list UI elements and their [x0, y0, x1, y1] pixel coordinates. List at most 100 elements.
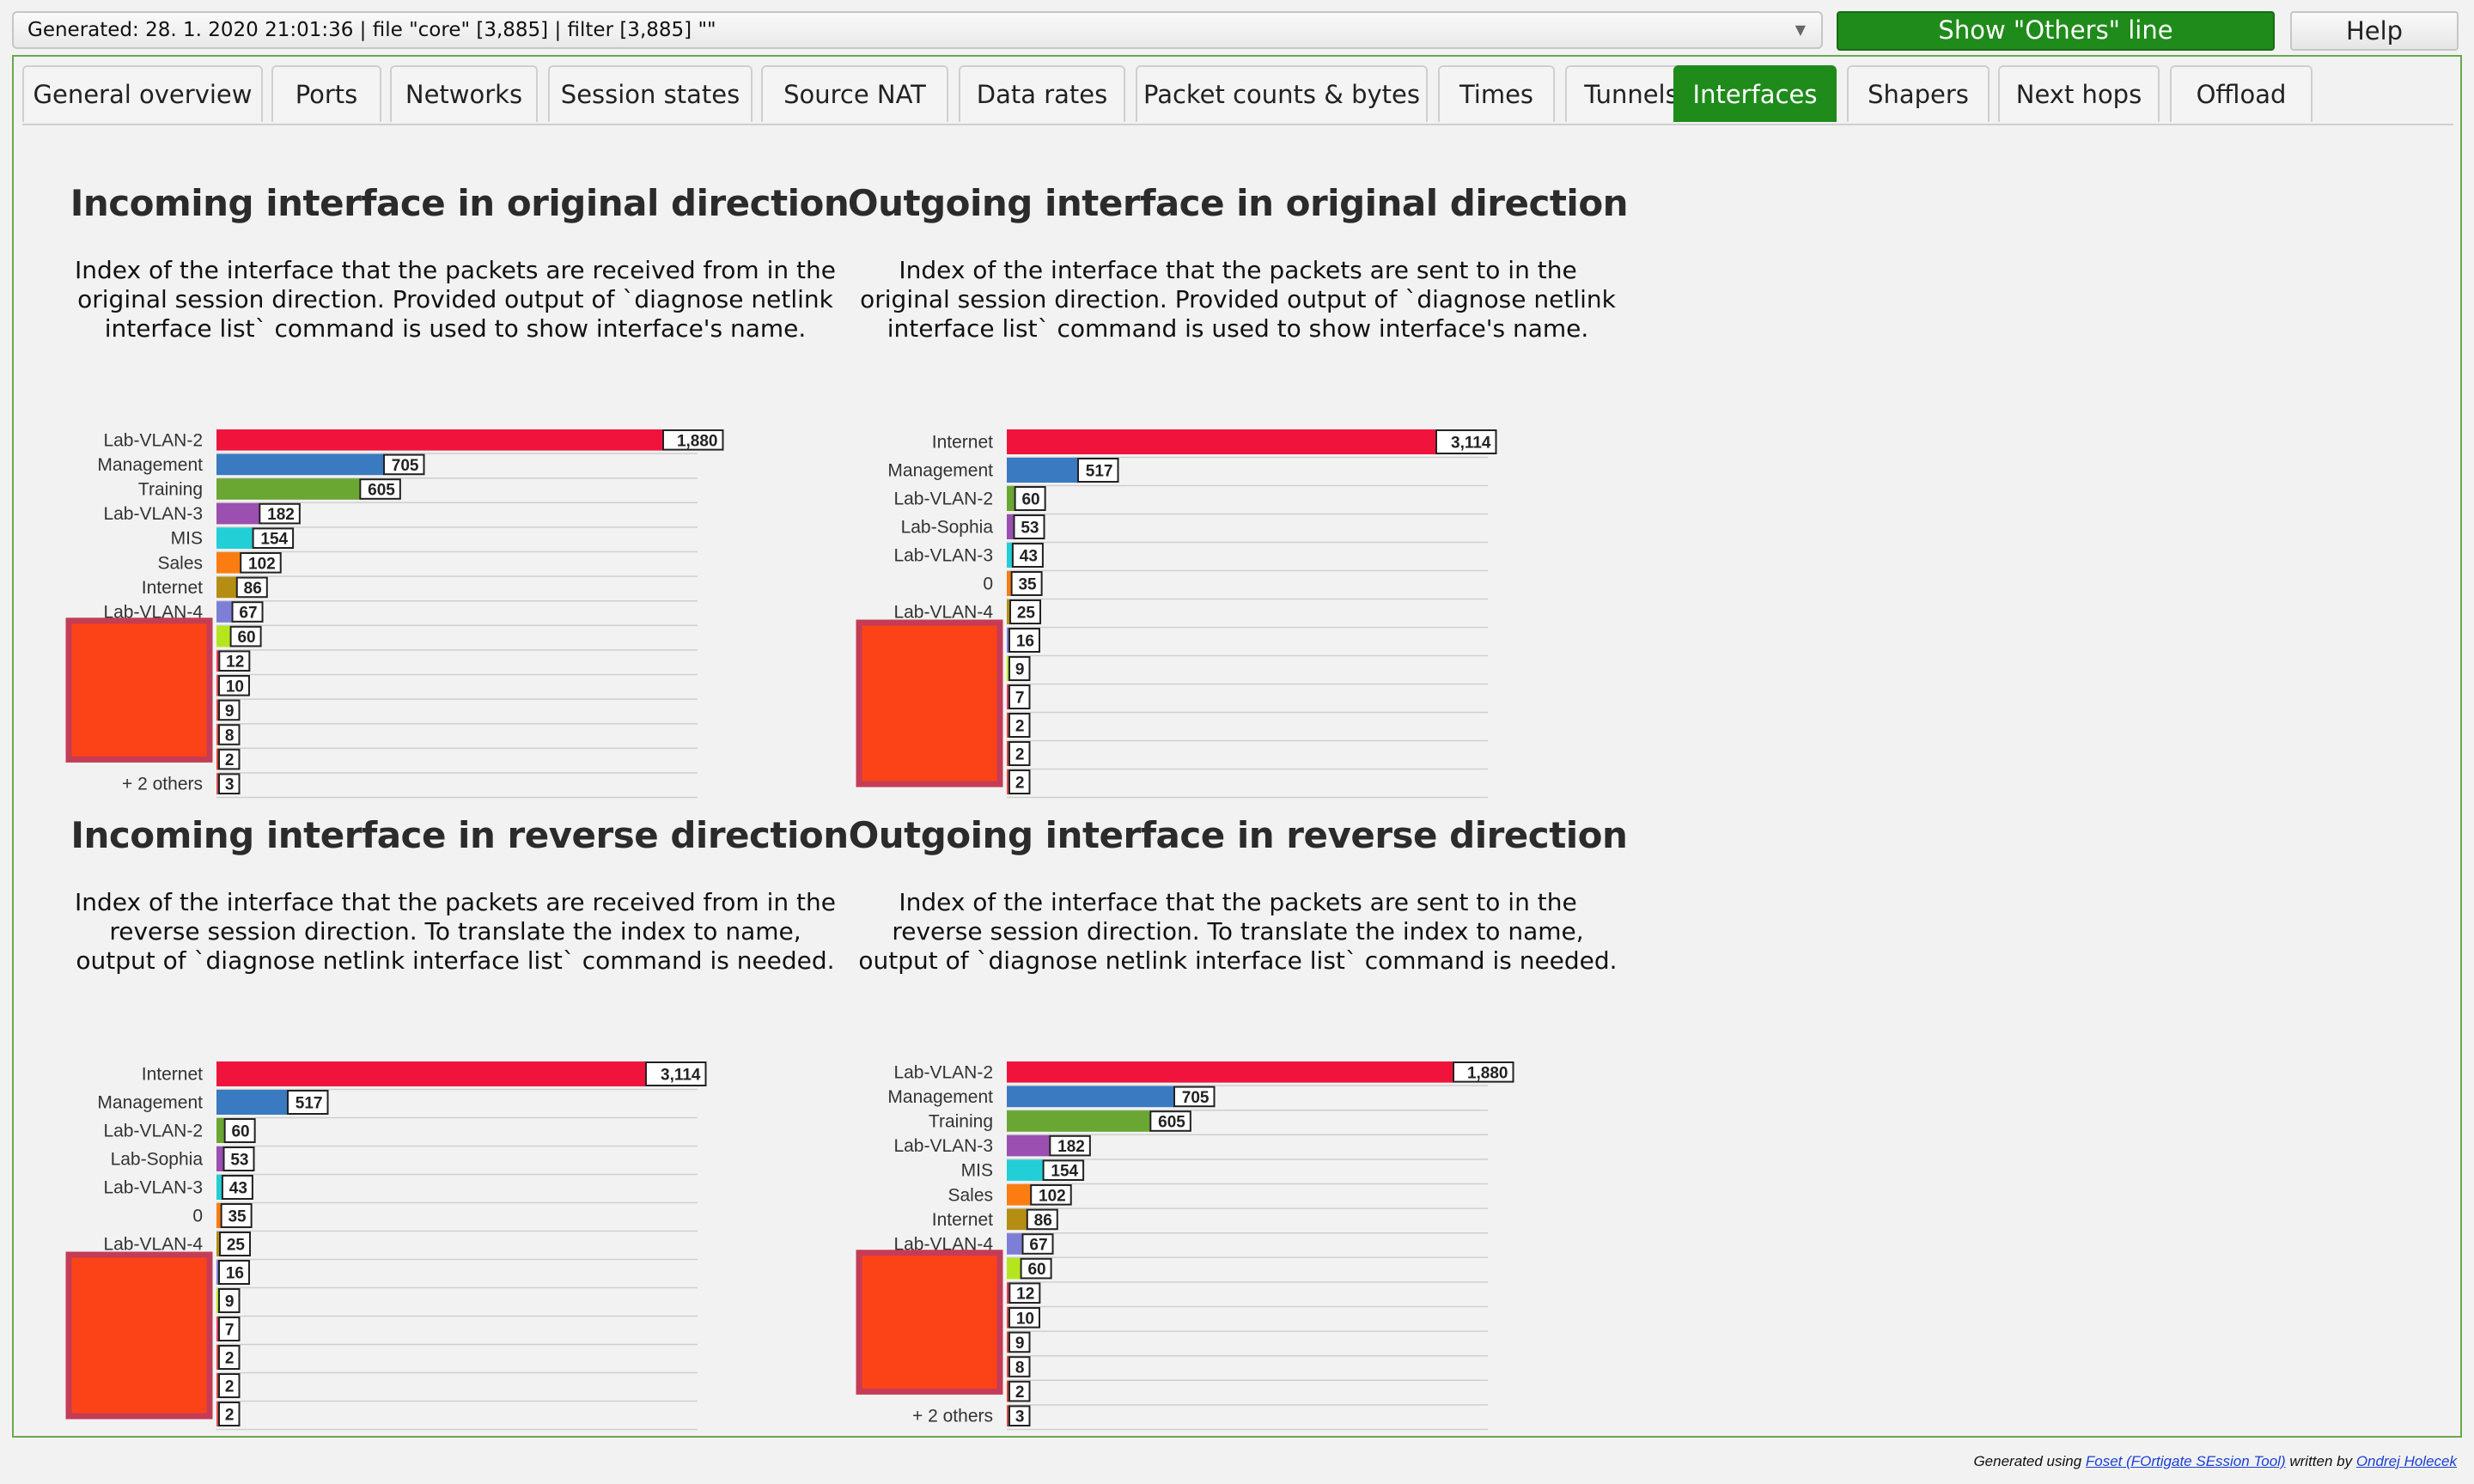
bar[interactable] — [216, 429, 663, 451]
bar[interactable] — [216, 527, 253, 549]
bar[interactable] — [1007, 429, 1436, 454]
bar[interactable] — [1007, 1208, 1027, 1231]
bar[interactable] — [1007, 684, 1009, 709]
value-label-box — [218, 1260, 250, 1285]
value-label: 35 — [1018, 576, 1037, 594]
value-label-box — [231, 601, 264, 623]
bar[interactable] — [216, 1373, 219, 1398]
bar[interactable] — [216, 1288, 219, 1313]
bar[interactable] — [1007, 1257, 1021, 1280]
tab-general-overview[interactable]: General overview — [22, 65, 263, 122]
main-panel: General overview Ports Networks Session … — [12, 55, 2462, 1438]
bar[interactable] — [1007, 514, 1015, 539]
value-label-box — [229, 625, 262, 648]
category-label: Internet — [932, 433, 993, 453]
bar[interactable] — [1007, 769, 1009, 794]
bar[interactable] — [216, 1345, 219, 1370]
bar[interactable] — [216, 650, 220, 672]
value-label: 7 — [225, 1322, 235, 1340]
value-label: 9 — [225, 702, 235, 721]
bar[interactable] — [1007, 599, 1011, 624]
bar[interactable] — [1007, 1356, 1009, 1378]
bar[interactable] — [1007, 1061, 1453, 1083]
tab-next-hops[interactable]: Next hops — [1998, 65, 2160, 122]
tab-networks[interactable]: Networks — [390, 65, 538, 122]
filter-select-value: Generated: 28. 1. 2020 21:01:36 | file "… — [27, 19, 716, 41]
filter-select[interactable]: Generated: 28. 1. 2020 21:01:36 | file "… — [12, 11, 1823, 49]
bar[interactable] — [216, 724, 219, 745]
bar[interactable] — [1007, 1159, 1044, 1181]
bar[interactable] — [1007, 1086, 1174, 1108]
bar[interactable] — [216, 1203, 222, 1228]
bar[interactable] — [1007, 1380, 1009, 1402]
value-label-box — [218, 675, 250, 696]
category-label: Lab-VLAN-2 — [893, 1062, 993, 1082]
tab-interfaces[interactable]: Interfaces — [1673, 65, 1837, 122]
tab-source-nat[interactable]: Source NAT — [761, 65, 948, 122]
bar[interactable] — [216, 1118, 225, 1143]
bar[interactable] — [1007, 656, 1009, 681]
bar[interactable] — [216, 1090, 289, 1115]
bar[interactable] — [1007, 1405, 1009, 1426]
value-label: 1,880 — [1467, 1064, 1508, 1082]
tab-times[interactable]: Times — [1438, 65, 1555, 122]
bar[interactable] — [216, 773, 219, 794]
bar[interactable] — [216, 478, 361, 500]
bar[interactable] — [216, 675, 219, 696]
tab-shapers[interactable]: Shapers — [1847, 65, 1990, 122]
tab-ports[interactable]: Ports — [271, 65, 381, 122]
bar[interactable] — [216, 1175, 222, 1200]
value-label-box — [1008, 741, 1031, 766]
bar[interactable] — [1007, 1134, 1051, 1157]
foset-link[interactable]: Foset (FOrtigate SEssion Tool) — [2085, 1453, 2286, 1469]
value-label: 2 — [225, 1378, 235, 1396]
category-label: Management — [97, 455, 203, 475]
bar[interactable] — [1007, 1110, 1151, 1132]
bar[interactable] — [1007, 543, 1013, 568]
value-label: 43 — [229, 1180, 247, 1198]
bar[interactable] — [216, 748, 219, 770]
value-label-box — [218, 1317, 241, 1341]
help-button[interactable]: Help — [2290, 11, 2459, 51]
bar[interactable] — [216, 1317, 219, 1341]
bar[interactable] — [1007, 741, 1009, 766]
bar[interactable] — [216, 601, 233, 623]
bar[interactable] — [216, 502, 260, 525]
bar[interactable] — [1007, 713, 1009, 738]
value-label: 53 — [1021, 520, 1039, 538]
bar[interactable] — [1007, 1233, 1023, 1255]
bar[interactable] — [1007, 571, 1012, 596]
bar[interactable] — [216, 453, 384, 476]
value-label: 86 — [244, 580, 262, 598]
bar[interactable] — [1007, 1282, 1010, 1304]
bar[interactable] — [216, 552, 241, 574]
chart-plot: 3,114 Internet 517 Management 60 Lab-VLAN-2 53… — [856, 429, 1497, 799]
bar[interactable] — [216, 1061, 646, 1086]
bar[interactable] — [216, 699, 219, 721]
bar[interactable] — [1007, 458, 1079, 483]
tab-packet-counts-bytes[interactable]: Packet counts & bytes — [1136, 65, 1428, 122]
tab-data-rates[interactable]: Data rates — [959, 65, 1125, 122]
value-label-box — [252, 527, 295, 550]
chart-title: Incoming interface in original direction — [70, 182, 850, 224]
bar[interactable] — [1007, 486, 1015, 511]
bar[interactable] — [216, 1402, 219, 1426]
bar[interactable] — [1007, 628, 1009, 653]
bar[interactable] — [1007, 1307, 1009, 1329]
category-label: Lab-VLAN-3 — [893, 546, 993, 566]
category-label: + 2 others — [912, 1407, 993, 1426]
tab-divider — [22, 124, 2453, 125]
bar[interactable] — [216, 1232, 221, 1256]
bar[interactable] — [1007, 1184, 1032, 1206]
tab-offload[interactable]: Offload — [2170, 65, 2313, 122]
tab-session-states[interactable]: Session states — [548, 65, 753, 122]
author-link[interactable]: Ondrej Holecek — [2355, 1453, 2457, 1469]
bar[interactable] — [216, 1260, 219, 1285]
category-label: Management — [887, 1087, 993, 1107]
value-label-box — [218, 1373, 241, 1398]
bar[interactable] — [1007, 1331, 1009, 1353]
show-others-button[interactable]: Show "Others" line — [1837, 11, 2275, 51]
bar[interactable] — [216, 1146, 224, 1171]
bar[interactable] — [216, 576, 237, 599]
bar[interactable] — [216, 625, 231, 648]
